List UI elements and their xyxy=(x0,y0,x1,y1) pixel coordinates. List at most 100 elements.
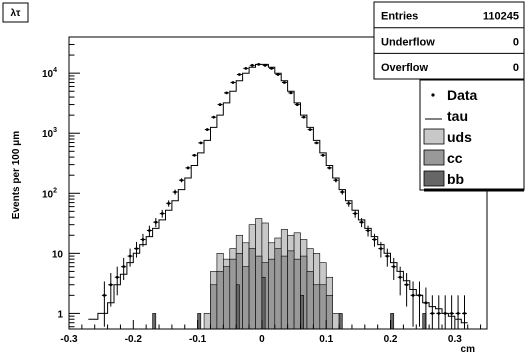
data-point xyxy=(333,178,339,183)
legend-entry-uds: uds xyxy=(423,128,472,145)
data-point xyxy=(121,257,127,280)
data-point xyxy=(339,189,345,195)
x-tick-label: -0.1 xyxy=(189,334,207,345)
legend-entry-tau: tau xyxy=(425,108,468,124)
data-point xyxy=(262,63,268,67)
cc-bar xyxy=(248,248,256,330)
data-point xyxy=(185,166,191,170)
y-tick-label: 10 xyxy=(52,249,64,260)
data-point xyxy=(404,273,410,307)
data-point xyxy=(288,91,294,95)
data-point xyxy=(224,91,230,95)
data-point xyxy=(217,103,223,106)
data-point xyxy=(442,295,448,329)
data-point xyxy=(114,266,120,296)
stats-label: Overflow xyxy=(381,62,429,74)
legend-label: uds xyxy=(447,129,472,145)
data-point xyxy=(179,178,185,183)
stats-label: Underflow xyxy=(381,36,435,48)
data-point xyxy=(365,225,371,237)
legend-label: Data xyxy=(447,87,478,103)
legend-label: tau xyxy=(447,108,468,124)
x-tick-label: -0.2 xyxy=(125,334,143,345)
data-point xyxy=(108,273,114,307)
data-point xyxy=(101,281,107,327)
cc-bar xyxy=(306,271,314,330)
uds-bar xyxy=(332,313,340,330)
data-point xyxy=(436,295,442,329)
cc-bar xyxy=(268,258,276,330)
data-point xyxy=(352,209,358,218)
data-point xyxy=(153,218,159,228)
data-point xyxy=(281,81,287,84)
data-point xyxy=(146,225,152,237)
x-axis-label: cm xyxy=(461,344,476,355)
data-point xyxy=(127,248,133,267)
bb-bar xyxy=(235,284,240,330)
data-point xyxy=(204,128,210,131)
stats-label: Entries xyxy=(381,11,418,23)
cc-bar xyxy=(313,284,321,330)
cc-bar xyxy=(287,250,295,330)
data-point xyxy=(423,287,429,329)
data-point xyxy=(269,67,275,70)
data-point xyxy=(416,281,422,327)
x-tick-label: 0 xyxy=(259,334,265,345)
data-point xyxy=(140,233,146,247)
data-point xyxy=(301,115,307,119)
cc-bar xyxy=(223,266,231,330)
data-point xyxy=(307,128,313,131)
data-point xyxy=(391,257,397,280)
plot-area xyxy=(88,62,468,330)
data-point xyxy=(455,295,461,329)
data-point xyxy=(191,153,197,157)
y-tick-label: 104 xyxy=(42,67,57,80)
data-point xyxy=(461,295,467,329)
stats-box: Entries 110245 Underflow 0 Overflow 0 xyxy=(373,1,525,80)
data-point xyxy=(249,63,255,67)
stats-value: 0 xyxy=(513,36,519,48)
data-point xyxy=(243,67,249,70)
data-point xyxy=(211,115,217,119)
cc-bar xyxy=(229,258,237,330)
data-point xyxy=(230,81,236,84)
axes: -0.3 -0.2 -0.1 0 0.1 0.2 0.3 1 10 102 103 104 xyxy=(42,36,482,345)
data-point xyxy=(449,295,455,329)
data-point xyxy=(378,241,384,258)
stats-value: 110245 xyxy=(483,11,519,23)
x-tick-label: 0.2 xyxy=(384,334,398,345)
cc-bar xyxy=(280,255,288,330)
data-point xyxy=(198,141,204,145)
data-point xyxy=(346,200,352,207)
legend-entry-cc: cc xyxy=(423,149,463,166)
data-point xyxy=(371,233,377,247)
data-point xyxy=(429,295,435,329)
cc-bar xyxy=(242,266,250,330)
data-point xyxy=(172,189,178,195)
data-point xyxy=(275,73,281,76)
x-tick-label: -0.3 xyxy=(60,334,78,345)
x-tick-label: 0.3 xyxy=(448,334,462,345)
y-axis-label: Events per 100 μm xyxy=(11,131,22,219)
y-tick-label: 103 xyxy=(42,127,57,140)
cc-bar xyxy=(293,258,301,330)
cc-bar xyxy=(216,271,224,330)
stats-value: 0 xyxy=(513,62,519,74)
data-point xyxy=(326,166,332,170)
legend-entry-bb: bb xyxy=(423,170,464,187)
data-point xyxy=(166,200,172,207)
chart-title: λτ xyxy=(10,8,21,19)
data-point xyxy=(294,103,300,106)
title-box: λτ xyxy=(2,2,29,23)
data-point xyxy=(359,218,365,228)
legend-entry-data: Data xyxy=(431,87,478,103)
bb-bar xyxy=(300,295,305,330)
data-point xyxy=(397,266,403,296)
y-tick-label: 1 xyxy=(57,309,63,320)
cc-bar xyxy=(325,295,333,330)
cc-bar xyxy=(319,284,327,330)
tau-line xyxy=(88,63,468,324)
cc-bar xyxy=(274,248,282,330)
data-point xyxy=(384,248,390,267)
